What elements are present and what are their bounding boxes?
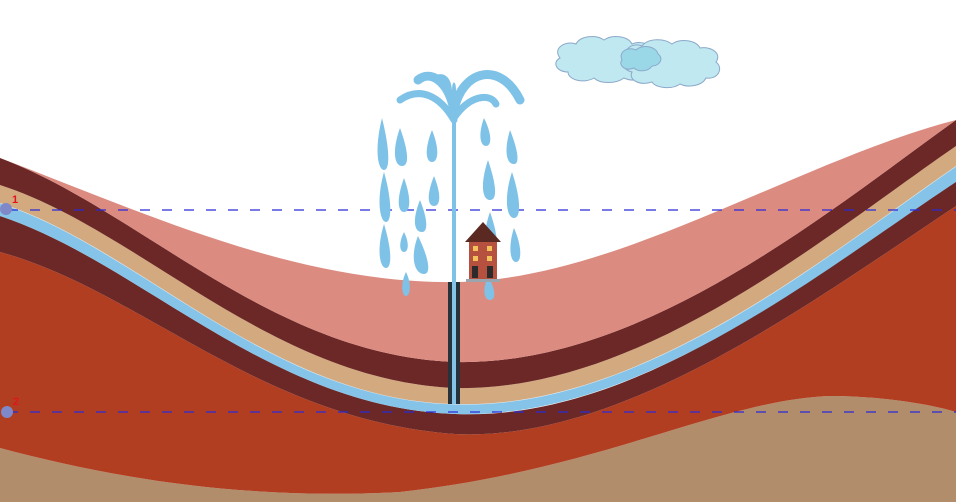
top-soil-layer xyxy=(0,120,956,363)
house-icon xyxy=(465,222,501,282)
level-label-1: 1 xyxy=(12,194,18,206)
level-point-2[interactable] xyxy=(1,406,13,418)
bedrock-layer xyxy=(0,206,956,494)
cloud-icon xyxy=(555,36,721,89)
level-point-1[interactable] xyxy=(0,203,12,215)
base-layer xyxy=(0,396,956,502)
level-label-2: 2 xyxy=(13,396,19,408)
well-pipe-icon xyxy=(448,282,460,404)
